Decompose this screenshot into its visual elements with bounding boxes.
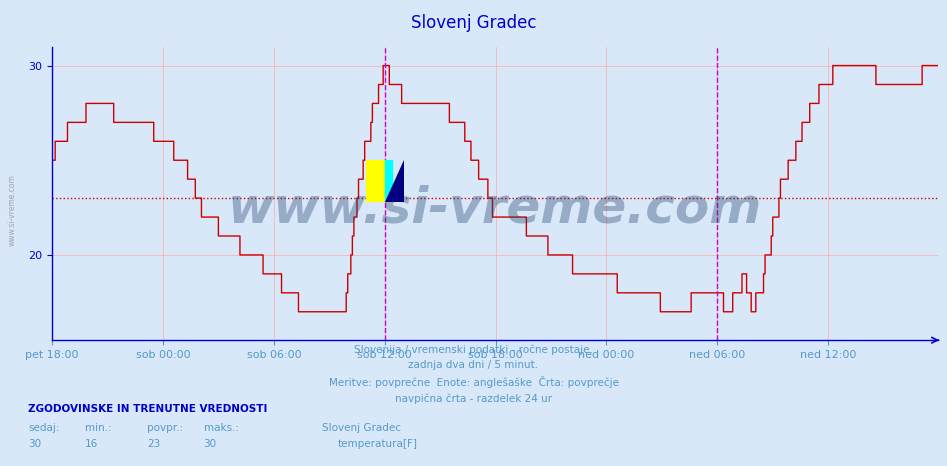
- Text: Slovenj Gradec: Slovenj Gradec: [322, 423, 401, 433]
- Text: 16: 16: [85, 439, 98, 449]
- Text: Slovenj Gradec: Slovenj Gradec: [411, 14, 536, 32]
- Text: 23: 23: [147, 439, 160, 449]
- Polygon shape: [366, 160, 384, 202]
- Text: 30: 30: [28, 439, 42, 449]
- Polygon shape: [384, 160, 403, 202]
- Text: min.:: min.:: [85, 423, 112, 433]
- Text: 30: 30: [204, 439, 217, 449]
- Text: www.si-vreme.com: www.si-vreme.com: [227, 184, 762, 232]
- Text: www.si-vreme.com: www.si-vreme.com: [8, 174, 17, 246]
- Text: ZGODOVINSKE IN TRENUTNE VREDNOSTI: ZGODOVINSKE IN TRENUTNE VREDNOSTI: [28, 404, 268, 414]
- Text: sedaj:: sedaj:: [28, 423, 60, 433]
- Text: Slovenija / vremenski podatki - ročne postaje.
zadnja dva dni / 5 minut.
Meritve: Slovenija / vremenski podatki - ročne po…: [329, 345, 618, 404]
- Text: povpr.:: povpr.:: [147, 423, 183, 433]
- Text: temperatura[F]: temperatura[F]: [338, 439, 418, 449]
- Polygon shape: [384, 160, 392, 202]
- Text: maks.:: maks.:: [204, 423, 239, 433]
